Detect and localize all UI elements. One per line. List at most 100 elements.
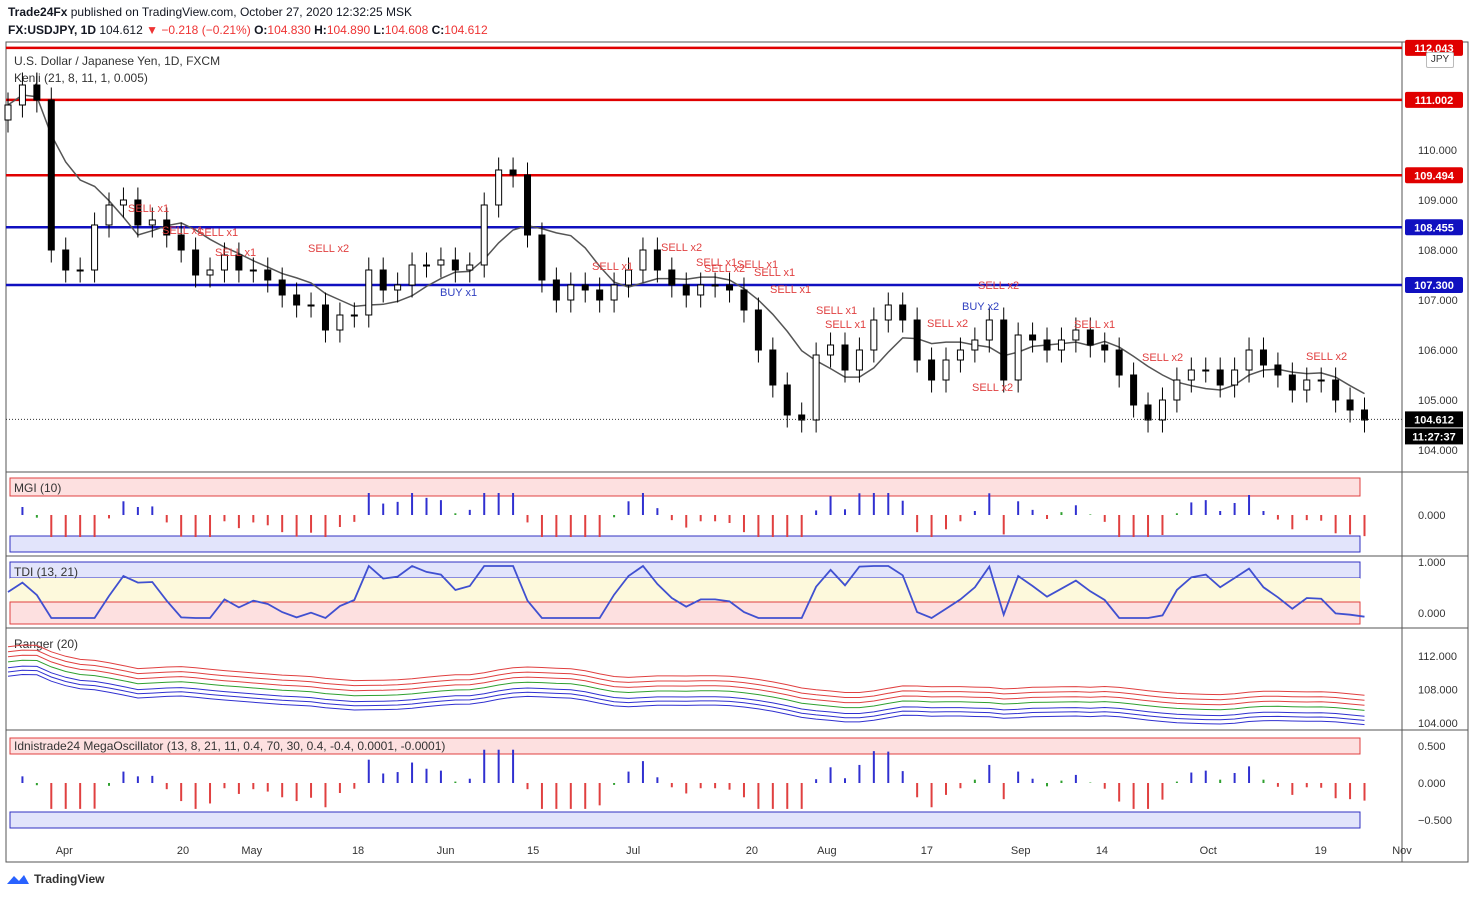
y-tick-label: 104.000: [1418, 445, 1458, 457]
candle-body: [422, 264, 430, 267]
tdi-tick-label: 1.000: [1418, 557, 1446, 569]
candle-body: [682, 284, 690, 296]
candle-body: [249, 269, 257, 272]
ranger-band-line: [7, 665, 1365, 717]
candle-body: [177, 234, 185, 251]
mgi-lower-zone: [9, 535, 1361, 553]
candle-body: [47, 99, 55, 251]
candle-body: [1332, 379, 1340, 401]
mgi-upper-zone: [9, 477, 1361, 497]
y-tick-label: 108.000: [1418, 245, 1458, 257]
x-tick-label: 15: [527, 845, 539, 857]
candle-body: [18, 84, 26, 106]
candle-body: [524, 174, 532, 236]
ranger-tick-label: 112.000: [1418, 651, 1457, 663]
candle-body: [293, 294, 301, 306]
level-price-tag: [1405, 219, 1463, 236]
candle-body: [928, 359, 936, 381]
x-tick-label: 20: [746, 845, 758, 857]
mega-pane-title: Idnistrade24 MegaOscillator (13, 8, 21, …: [14, 739, 445, 753]
candle-body: [812, 354, 820, 421]
candle-body: [1360, 409, 1368, 421]
candle-body: [480, 204, 488, 266]
footer-brand[interactable]: TradingView: [6, 872, 104, 886]
open-value: 104.830: [267, 23, 311, 37]
candle-body: [1231, 369, 1239, 386]
x-tick-label: 20: [177, 845, 189, 857]
candle-body: [307, 304, 315, 307]
level-price-label: 112.043: [1414, 43, 1453, 55]
low-value: 104.608: [384, 23, 429, 37]
candle-body: [956, 349, 964, 361]
x-tick-label: Aug: [817, 845, 837, 857]
x-tick-label: 17: [921, 845, 933, 857]
sell-signal: SELL x1: [696, 257, 737, 269]
candle-body: [509, 169, 517, 176]
candle-body: [466, 264, 474, 271]
close-label: C:: [431, 23, 445, 37]
sell-signal: SELL x2: [927, 318, 968, 330]
candle-body: [538, 234, 546, 281]
mega-upper-zone: [9, 737, 1361, 755]
candle-body: [726, 284, 734, 291]
currency-tag[interactable]: JPY: [1426, 52, 1454, 68]
candle-body: [1317, 379, 1325, 382]
sell-signal: SELL x2: [308, 243, 349, 255]
candle-body: [1346, 399, 1354, 411]
last-price: 104.612: [99, 23, 143, 37]
candle-body: [1303, 379, 1311, 391]
level-price-tag: [1405, 167, 1463, 184]
sell-signal: SELL x1: [128, 203, 169, 215]
candle-body: [913, 319, 921, 361]
candle-body: [668, 269, 676, 286]
level-price-label: 107.300: [1414, 280, 1454, 292]
x-tick-label: 14: [1096, 845, 1108, 857]
candle-body: [1014, 334, 1022, 381]
ranger-band-line: [7, 644, 1365, 696]
sell-signal: SELL x1: [197, 227, 238, 239]
candle-body: [1259, 349, 1267, 366]
candle-body: [4, 104, 12, 121]
candle-body: [985, 319, 993, 341]
candle-body: [33, 84, 41, 101]
open-label: O:: [254, 23, 268, 37]
candle-body: [206, 269, 214, 276]
candle-body: [148, 219, 156, 226]
tdi-tick-label: 0.000: [1418, 608, 1446, 620]
close-value: 104.612: [444, 23, 488, 37]
candle-body: [379, 269, 387, 291]
candle-body: [1115, 349, 1123, 376]
level-price-label: 109.494: [1414, 170, 1455, 182]
candle-body: [220, 254, 228, 271]
y-tick-label: 110.000: [1418, 145, 1457, 157]
candle-body: [1130, 374, 1138, 406]
publisher-name[interactable]: Trade24Fx: [8, 5, 68, 19]
last-price-tag: [1405, 411, 1463, 428]
candle-body: [1101, 344, 1109, 351]
candle-body: [1072, 329, 1080, 341]
high-label: H:: [314, 23, 327, 37]
candle-body: [1043, 339, 1051, 351]
candle-body: [639, 249, 647, 271]
candle-body: [365, 269, 373, 316]
candle-body: [1274, 364, 1282, 376]
candle-body: [610, 284, 618, 301]
candle-body: [105, 204, 113, 226]
candle-body: [62, 249, 70, 271]
candle-body: [827, 344, 835, 356]
tdi-line: [7, 564, 1365, 620]
candle-body: [754, 309, 762, 351]
y-tick-label: 106.000: [1418, 345, 1458, 357]
sell-signal: SELL x2: [1306, 351, 1347, 363]
candle-body: [783, 384, 791, 416]
indicator-label: Kenji (21, 8, 11, 1, 0.005): [14, 71, 148, 85]
y-tick-label: 109.000: [1418, 195, 1458, 207]
mgi-tick-label: 0.000: [1418, 510, 1446, 522]
y-tick-label: 107.000: [1418, 295, 1458, 307]
x-tick-label: Oct: [1200, 845, 1217, 857]
symbol-label: FX:USDJPY, 1D: [8, 23, 97, 37]
candle-body: [264, 269, 272, 281]
x-tick-label: May: [241, 845, 262, 857]
ranger-pane-title: Ranger (20): [14, 637, 78, 651]
